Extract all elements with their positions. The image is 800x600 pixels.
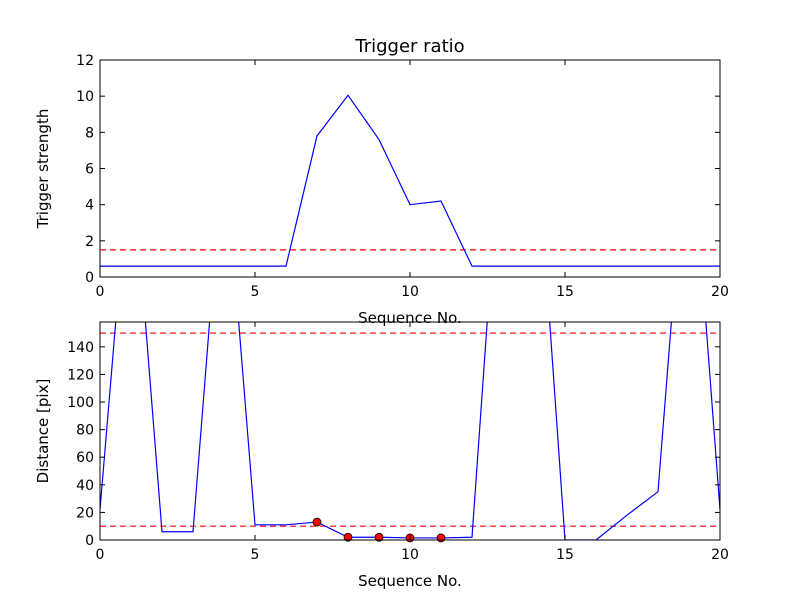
y-tick-label-1: 2 bbox=[85, 234, 94, 250]
marker-point-1 bbox=[343, 532, 353, 542]
y-tick-label-4: 8 bbox=[85, 125, 94, 141]
y-tick-label-2: 40 bbox=[76, 478, 94, 494]
y-tick-label-6: 12 bbox=[76, 53, 94, 69]
distance-plot: 0 5 10 15 20 0 20 40 60 80 100 120 140 Sequence No. Di… bbox=[34, 321, 729, 590]
plot-area bbox=[100, 322, 720, 540]
chart-title: Trigger ratio bbox=[354, 36, 464, 57]
y-axis-label: Distance [pix] bbox=[34, 379, 52, 484]
x-tick-label-0: 0 bbox=[96, 284, 105, 300]
trigger-ratio-plot: 0 5 10 15 20 0 2 4 6 8 10 12 Trigger strength Trigger… bbox=[34, 36, 729, 300]
y-tick-label-3: 6 bbox=[85, 162, 94, 178]
plot-area bbox=[100, 60, 720, 277]
y-axis-label: Trigger strength bbox=[34, 109, 52, 230]
x-tick-label-4: 20 bbox=[711, 284, 729, 300]
x-tick-label-0: 0 bbox=[96, 547, 105, 563]
plot-content bbox=[100, 94, 720, 267]
marker-point-2 bbox=[374, 532, 384, 542]
series-line-0 bbox=[100, 94, 720, 267]
x-axis-label: Sequence No. bbox=[358, 309, 462, 327]
y-tick-label-6: 120 bbox=[67, 367, 94, 383]
y-tick-label-4: 80 bbox=[76, 423, 94, 439]
x-tick-label-3: 15 bbox=[556, 547, 574, 563]
marker-point-4 bbox=[436, 533, 446, 543]
x-tick-label-4: 20 bbox=[711, 547, 729, 563]
x-tick-label-2: 10 bbox=[401, 547, 419, 563]
y-tick-label-1: 20 bbox=[76, 505, 94, 521]
y-tick-label-3: 60 bbox=[76, 450, 94, 466]
x-tick-label-1: 5 bbox=[251, 284, 260, 300]
y-tick-label-5: 100 bbox=[67, 395, 94, 411]
x-tick-label-2: 10 bbox=[401, 284, 419, 300]
y-tick-label-7: 140 bbox=[67, 340, 94, 356]
x-tick-label-3: 15 bbox=[556, 284, 574, 300]
y-tick-label-0: 0 bbox=[85, 270, 94, 286]
y-tick-label-0: 0 bbox=[85, 533, 94, 549]
marker-point-0 bbox=[312, 517, 322, 527]
x-axis-label: Sequence No. bbox=[358, 572, 462, 590]
y-tick-label-2: 4 bbox=[85, 198, 94, 214]
x-tick-label-1: 5 bbox=[251, 547, 260, 563]
y-tick-label-5: 10 bbox=[76, 89, 94, 105]
